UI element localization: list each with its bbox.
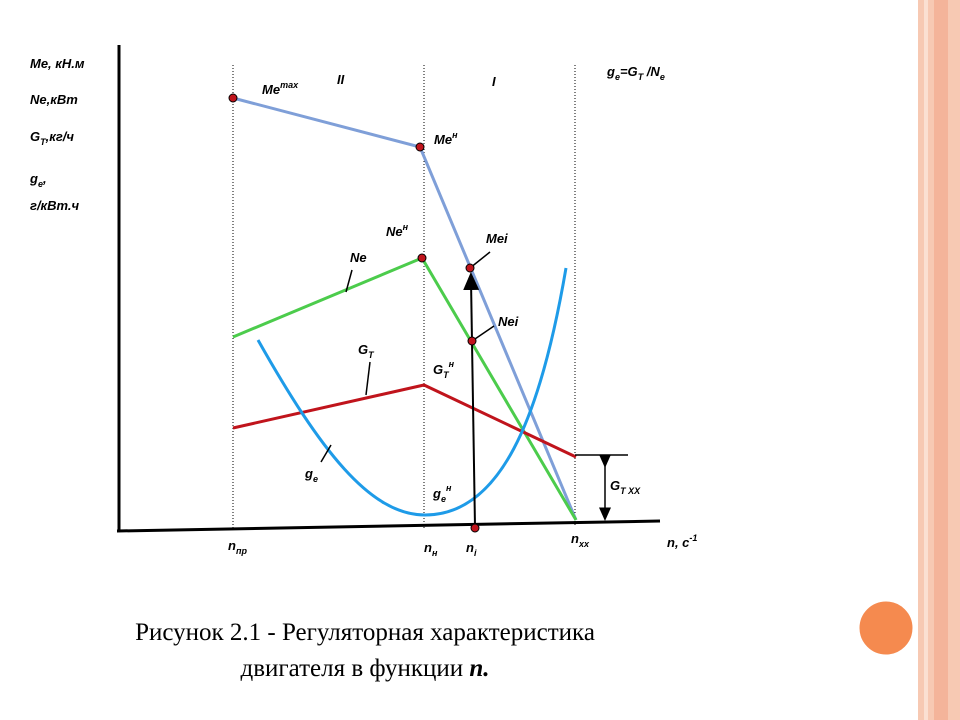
x-label: ni (466, 540, 477, 558)
label-part: -1 (689, 533, 697, 543)
zone-label: II (337, 72, 345, 87)
label-part: н (449, 359, 455, 369)
label-part: г/кВт.ч (30, 198, 80, 213)
label-part: Ne (386, 224, 403, 239)
caption: двигателя в функции n. (240, 655, 489, 682)
label-part: /N (643, 64, 660, 79)
caption: двигателя в функции (240, 655, 469, 682)
curve-label: GT XX (610, 478, 641, 496)
label-part: T (638, 72, 645, 82)
label-part: н (446, 483, 452, 493)
zone-label: I (492, 74, 496, 89)
label-part: n (571, 531, 579, 546)
label-part: e (313, 474, 318, 484)
arrow (463, 272, 480, 528)
caption: Рисунок 2.1 - Регуляторная характеристик… (135, 619, 595, 646)
label-part: T (443, 370, 450, 380)
labels: Me, кН.мNe,кВтGT,кг/чge,г/кВт.чMemaxMeнN… (29, 56, 697, 558)
caption-em: n. (469, 655, 489, 682)
label-part: i (474, 548, 477, 558)
deco-circle (856, 598, 916, 658)
label-part: G (433, 362, 443, 377)
label-part: g (432, 486, 441, 501)
guides (232, 65, 576, 530)
label-part: Mei (486, 231, 508, 246)
label-part: Ne (350, 250, 367, 265)
x-label: nн (424, 540, 438, 558)
curve-label: ge (304, 466, 318, 484)
label-part: G (358, 342, 368, 357)
label-part: Ne,кВт (30, 92, 78, 107)
label-part: n (466, 540, 474, 555)
label-part: max (280, 80, 299, 90)
axis-label: ge, (29, 171, 47, 189)
label-part: н (432, 548, 438, 558)
label-part: Nei (498, 314, 519, 329)
curve-label: Nei (498, 314, 519, 329)
curve-label: geн (432, 483, 452, 504)
curve-label: Ne (350, 250, 367, 265)
axis-label: Me, кН.м (30, 56, 85, 71)
label-part: T XX (620, 486, 641, 496)
label-part: e (615, 72, 620, 82)
formula: ge=GT /Ne (606, 64, 665, 82)
curve-label: Memax (262, 80, 299, 97)
curve-label: GTн (433, 359, 455, 380)
gt-curve (232, 383, 577, 459)
label-part: e (441, 494, 446, 504)
label-part: g (304, 466, 313, 481)
label-part: n (424, 540, 432, 555)
curve-label: Mei (486, 231, 508, 246)
axis-label: Ne,кВт (30, 92, 78, 107)
label-part: =G (620, 64, 638, 79)
label-part: T (368, 350, 375, 360)
x-label: nxx (571, 531, 590, 549)
label-part: , (42, 171, 47, 186)
label-part: н (452, 130, 458, 140)
axis-label: GT,кг/ч (30, 129, 74, 147)
curve-label: Neн (386, 222, 409, 239)
axis-label: г/кВт.ч (30, 198, 80, 213)
x-label: nпр (228, 538, 247, 556)
me-curve (232, 96, 578, 521)
label-part: Me, кН.м (30, 56, 85, 71)
label-part: ,кг/ч (45, 129, 75, 144)
points (228, 93, 480, 533)
label-part: Me (262, 82, 280, 97)
label-part: T (40, 137, 47, 147)
label-part: n (228, 538, 236, 553)
label-part: G (30, 129, 40, 144)
deco-stripe (934, 0, 948, 720)
label-part: xx (578, 539, 590, 549)
ge-curve (256, 267, 568, 517)
label-part: n, c (667, 535, 690, 550)
label-part: н (403, 222, 409, 232)
x-label: n, c-1 (667, 533, 697, 550)
label-part: Me (434, 132, 452, 147)
label-part: G (610, 478, 620, 493)
deco-stripe (924, 0, 928, 720)
label-part: e (660, 72, 665, 82)
x-axis (116, 519, 661, 533)
curve-label: GT (358, 342, 375, 360)
label-part: пр (236, 546, 247, 556)
label-part: e (38, 179, 43, 189)
label-part: g (29, 171, 38, 186)
curve-label: Meн (434, 130, 458, 147)
label-part: g (606, 64, 615, 79)
